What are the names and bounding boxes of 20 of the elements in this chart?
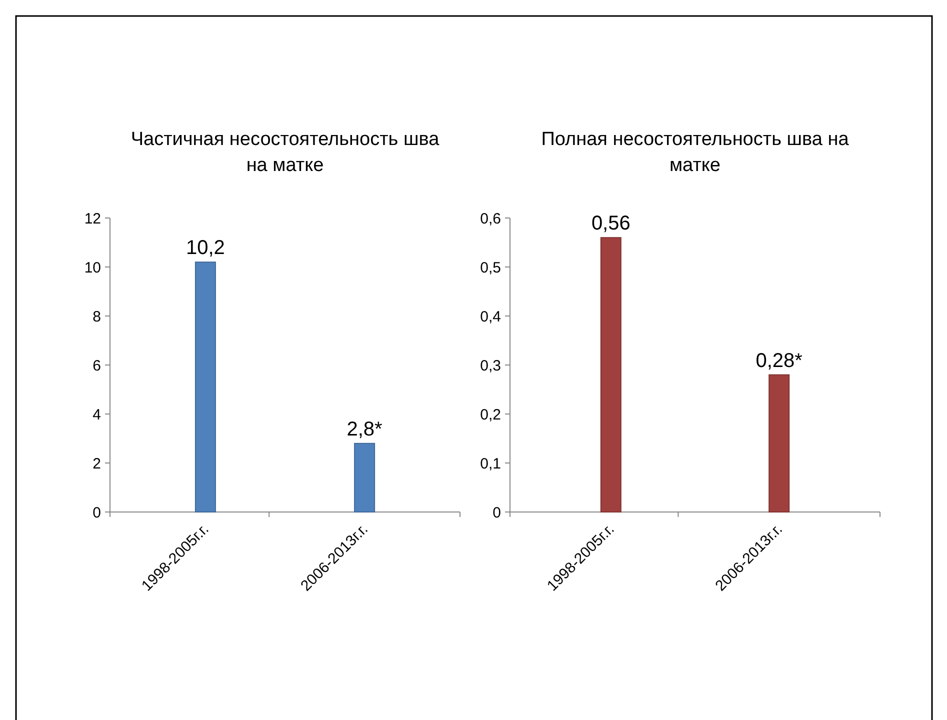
data-label: 2,8* — [346, 418, 383, 440]
y-tick-label: 2 — [92, 455, 101, 472]
y-tick-label: 0,2 — [480, 406, 501, 424]
data-label: 0,28* — [756, 350, 803, 372]
y-tick-label: 0,5 — [480, 259, 501, 276]
y-tick-label: 4 — [92, 406, 101, 424]
y-tick-label: 12 — [84, 210, 101, 228]
chart-title: Полная несостоятельность шва на матке — [541, 129, 850, 176]
data-label: 10,2 — [186, 237, 225, 260]
y-tick-label: 0,3 — [480, 357, 501, 374]
y-tick-label: 6 — [92, 357, 101, 374]
y-tick-label: 0 — [92, 504, 101, 522]
y-tick-label: 8 — [92, 308, 101, 326]
y-tick-label: 0,6 — [480, 210, 501, 228]
y-tick-label: 0 — [492, 504, 501, 522]
y-tick-label: 10 — [84, 259, 101, 276]
data-label: 0,56 — [591, 212, 630, 235]
y-tick-label: 0,1 — [480, 455, 501, 472]
chart-title: Частичная несостоятельность шва на матке — [130, 129, 440, 176]
y-tick-label: 0,4 — [480, 308, 501, 326]
